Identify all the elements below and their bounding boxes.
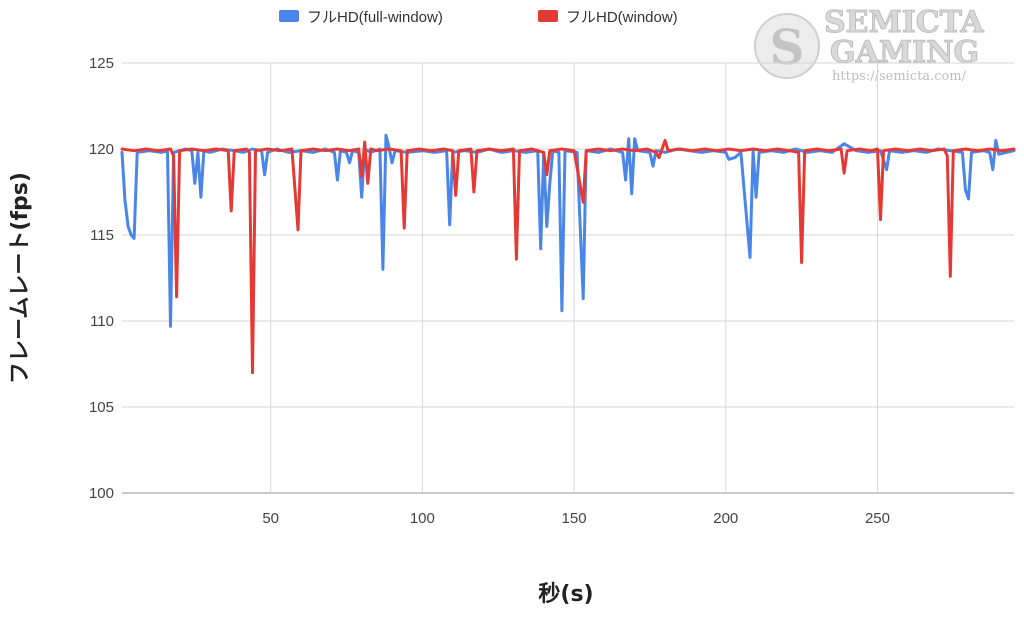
x-tick-label: 100 bbox=[410, 510, 435, 527]
x-tick-label: 250 bbox=[865, 510, 890, 527]
watermark-line2: GAMING bbox=[830, 35, 979, 70]
y-tick-label: 100 bbox=[89, 485, 114, 502]
legend-label-full-window: フルHD(full-window) bbox=[307, 9, 443, 26]
legend-swatch-full-window bbox=[279, 10, 299, 22]
x-axis-title: 秒(s) bbox=[538, 582, 593, 607]
y-axis-title: フレームレート(fps) bbox=[8, 172, 33, 384]
y-tick-label: 115 bbox=[90, 227, 114, 244]
y-tick-label: 125 bbox=[89, 55, 114, 72]
series-layer bbox=[120, 133, 1016, 375]
legend: フルHD(full-window) フルHD(window) bbox=[279, 9, 678, 26]
y-axis-tick-labels: 100 105 110 115 120 125 bbox=[89, 55, 114, 502]
x-tick-label: 200 bbox=[713, 510, 738, 527]
gridlines bbox=[122, 62, 1014, 494]
svg-text:S: S bbox=[770, 20, 805, 76]
x-tick-label: 50 bbox=[262, 510, 279, 527]
watermark-url: https://semicta.com/ bbox=[832, 69, 967, 84]
series-line-window bbox=[120, 138, 1016, 375]
y-tick-label: 105 bbox=[89, 399, 114, 416]
legend-label-window: フルHD(window) bbox=[566, 9, 678, 26]
dragon-emblem-icon: S bbox=[754, 13, 820, 79]
watermark-line1: SEMICTA bbox=[824, 5, 984, 40]
y-tick-label: 120 bbox=[89, 141, 114, 158]
x-axis-tick-labels: 50 100 150 200 250 bbox=[262, 510, 890, 527]
y-tick-label: 110 bbox=[90, 313, 114, 330]
x-tick-label: 150 bbox=[562, 510, 587, 527]
watermark: S SEMICTA GAMING https://semicta.com/ bbox=[754, 5, 985, 84]
legend-swatch-window bbox=[538, 10, 558, 22]
